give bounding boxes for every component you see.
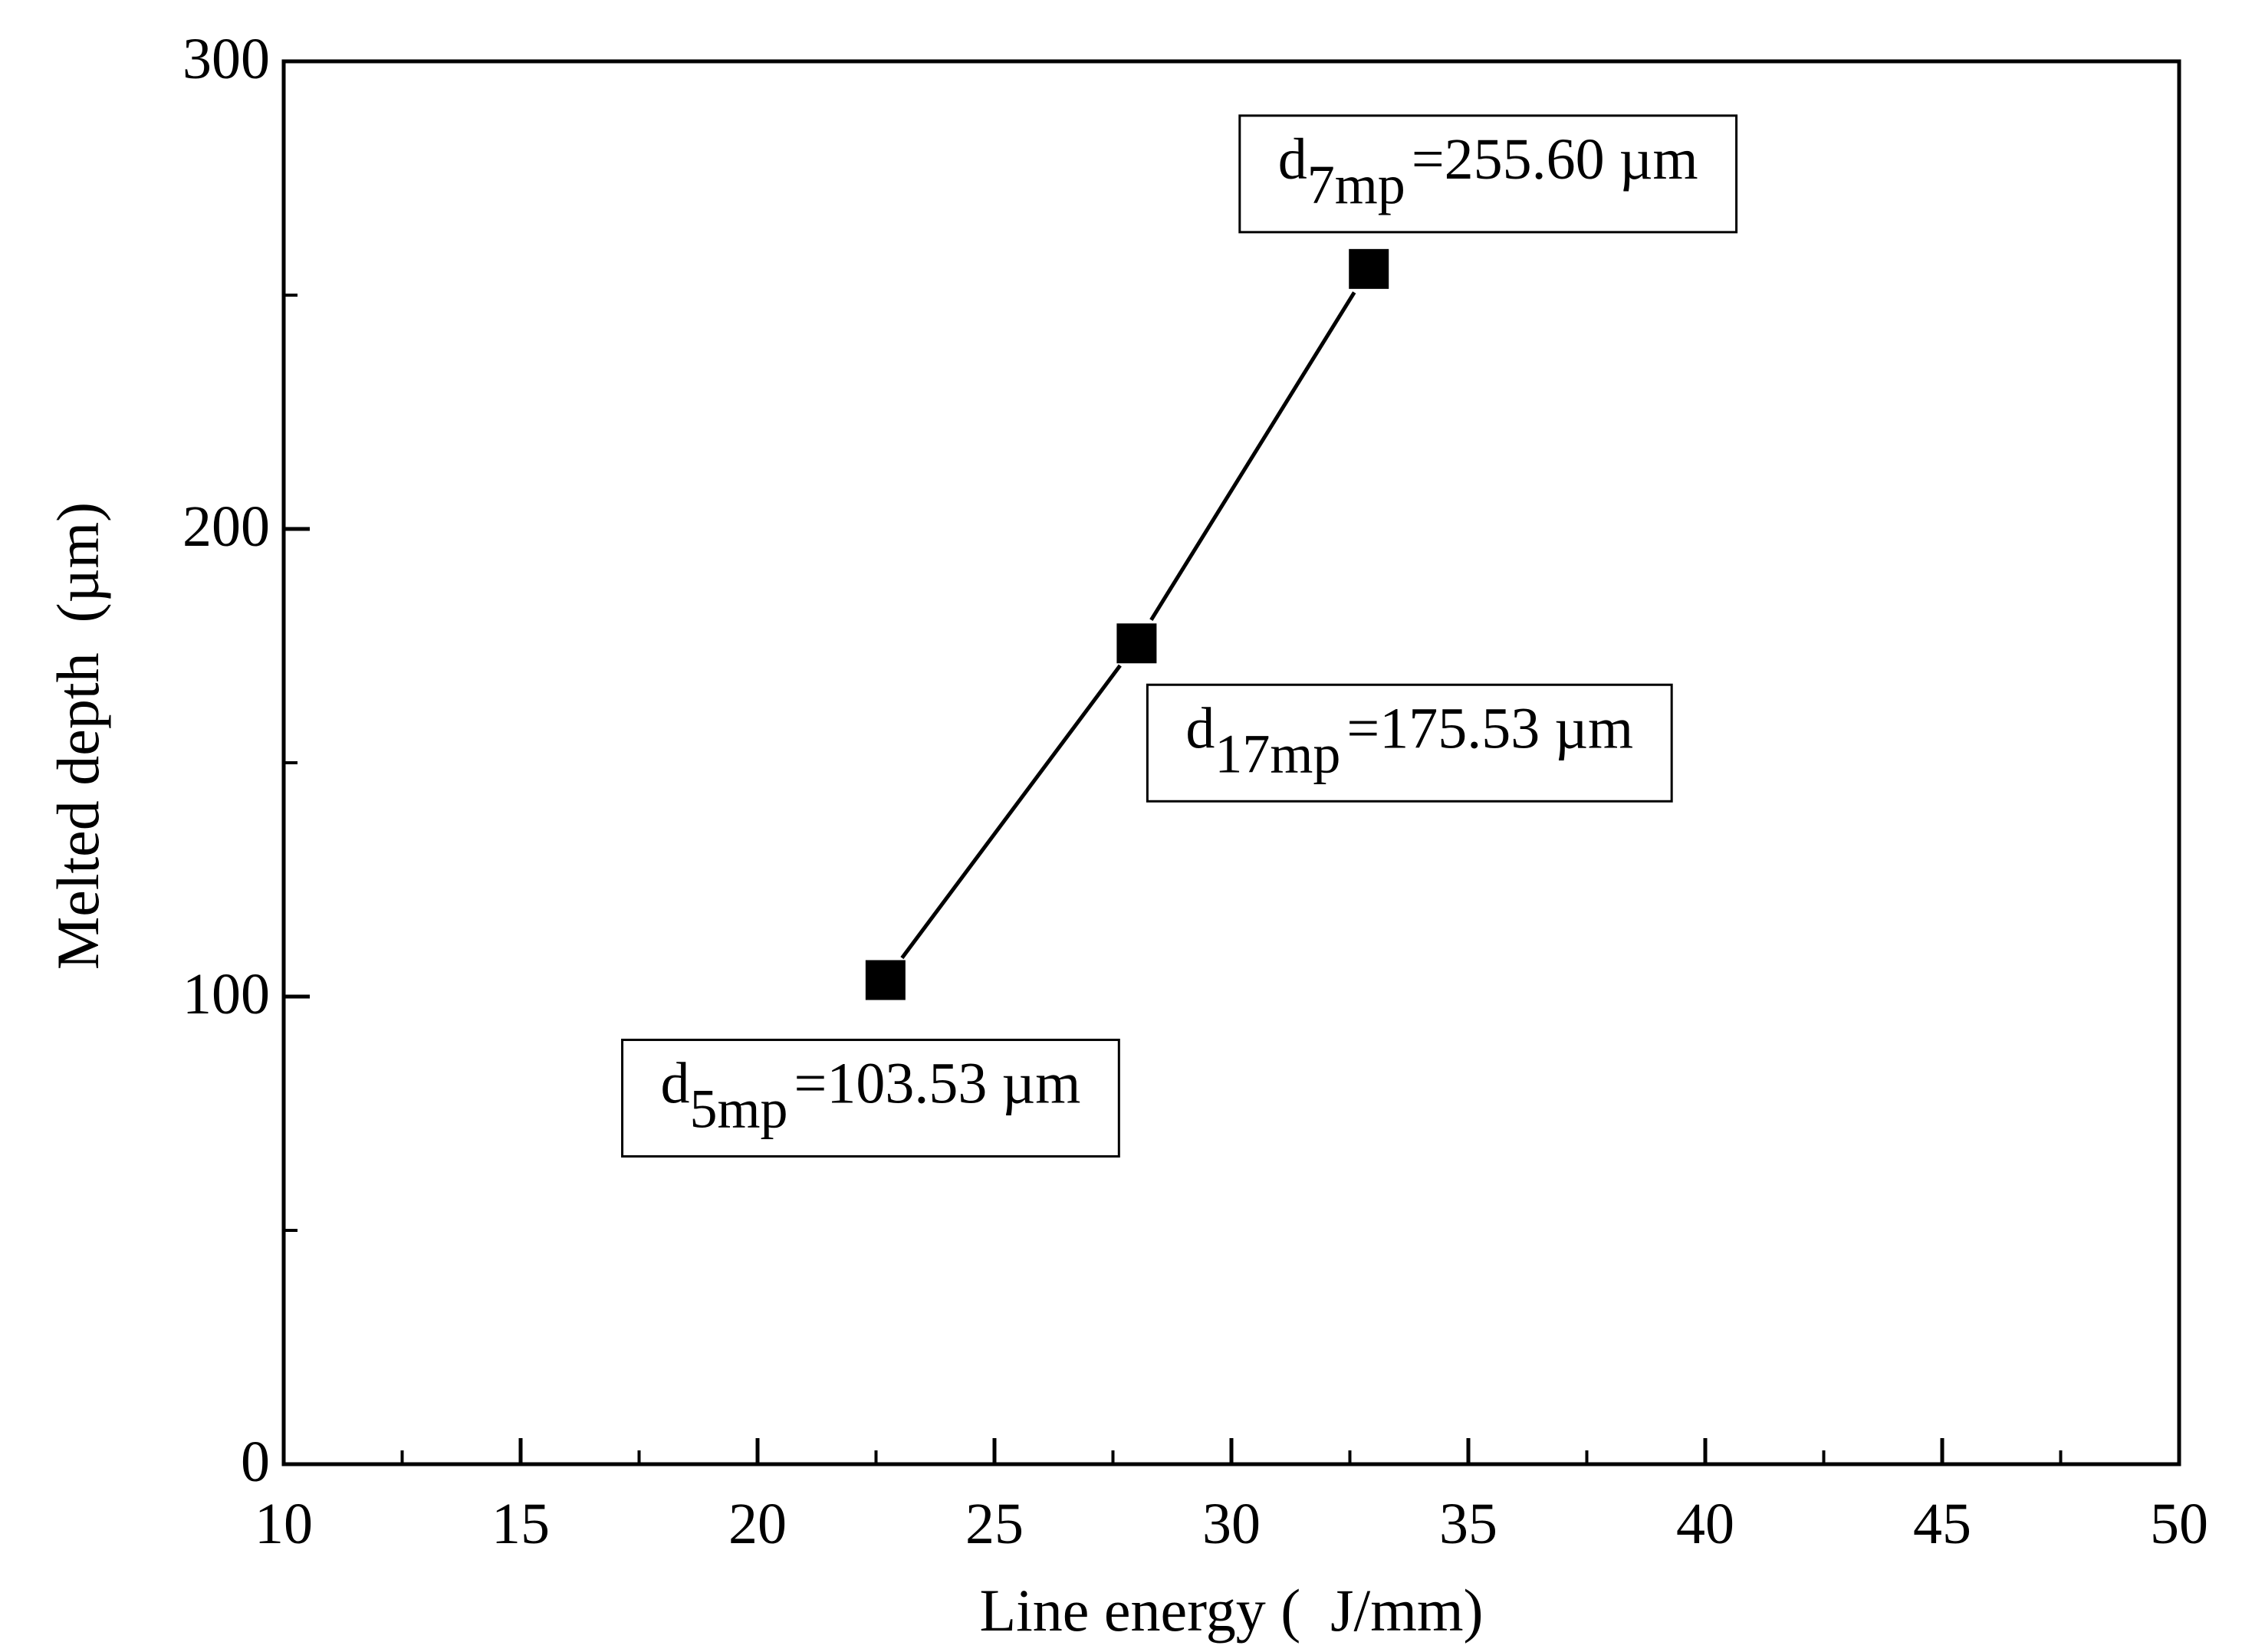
series-line-segment: [1149, 291, 1356, 621]
annotation-subscript: 7mp: [1307, 154, 1405, 215]
annotation-7mp: d7mp =255.60 µm: [1238, 114, 1738, 234]
x-tick-label: 20: [728, 1492, 787, 1556]
annotation-box: [621, 1038, 1120, 1158]
annotation-5mp: d5mp =103.53 µm: [621, 1038, 1120, 1158]
annotation-label: d17mp =175.53 µm: [1185, 696, 1633, 784]
x-tick-label: 50: [2150, 1492, 2208, 1556]
data-point-marker: [1349, 248, 1389, 289]
x-tick-label: 40: [1676, 1492, 1734, 1556]
y-axis-label: Melted depth (µm): [44, 502, 111, 970]
annotation-subscript: 5mp: [690, 1078, 788, 1139]
annotation-subscript: 17mp: [1215, 723, 1340, 784]
annotation-label: d7mp =255.60 µm: [1278, 127, 1698, 215]
x-tick-label: 30: [1202, 1492, 1261, 1556]
y-tick-label: 0: [241, 1430, 270, 1494]
annotation-value: =255.60 µm: [1412, 127, 1698, 192]
annotation-base: d: [661, 1051, 690, 1115]
data-point-marker: [1116, 623, 1157, 664]
x-tick-label: 10: [255, 1492, 313, 1556]
annotation-label: d5mp =103.53 µm: [661, 1051, 1081, 1139]
y-tick-label: 100: [182, 962, 270, 1026]
y-axis: 0 100 200 300: [182, 27, 310, 1494]
x-axis-label: Line energy ( J/mm): [979, 1577, 1483, 1644]
x-axis: 10 15 20 25 30 35 40 45 50: [255, 1438, 2208, 1556]
series: [865, 248, 1389, 1000]
y-tick-label: 300: [182, 27, 270, 91]
x-tick-label: 35: [1439, 1492, 1497, 1556]
annotation-value: =103.53 µm: [794, 1051, 1081, 1115]
annotation-box: [1238, 114, 1738, 234]
annotation-box: [1146, 683, 1673, 803]
annotation-base: d: [1185, 696, 1215, 760]
x-tick-label: 15: [491, 1492, 550, 1556]
data-point-marker: [865, 960, 906, 1000]
x-tick-label: 45: [1913, 1492, 1971, 1556]
annotation-17mp: d17mp =175.53 µm: [1146, 683, 1673, 803]
x-tick-label: 25: [965, 1492, 1024, 1556]
y-tick-label: 200: [182, 494, 270, 559]
annotation-value: =175.53 µm: [1346, 696, 1633, 760]
series-line-segment: [900, 664, 1122, 960]
annotation-base: d: [1278, 127, 1307, 192]
